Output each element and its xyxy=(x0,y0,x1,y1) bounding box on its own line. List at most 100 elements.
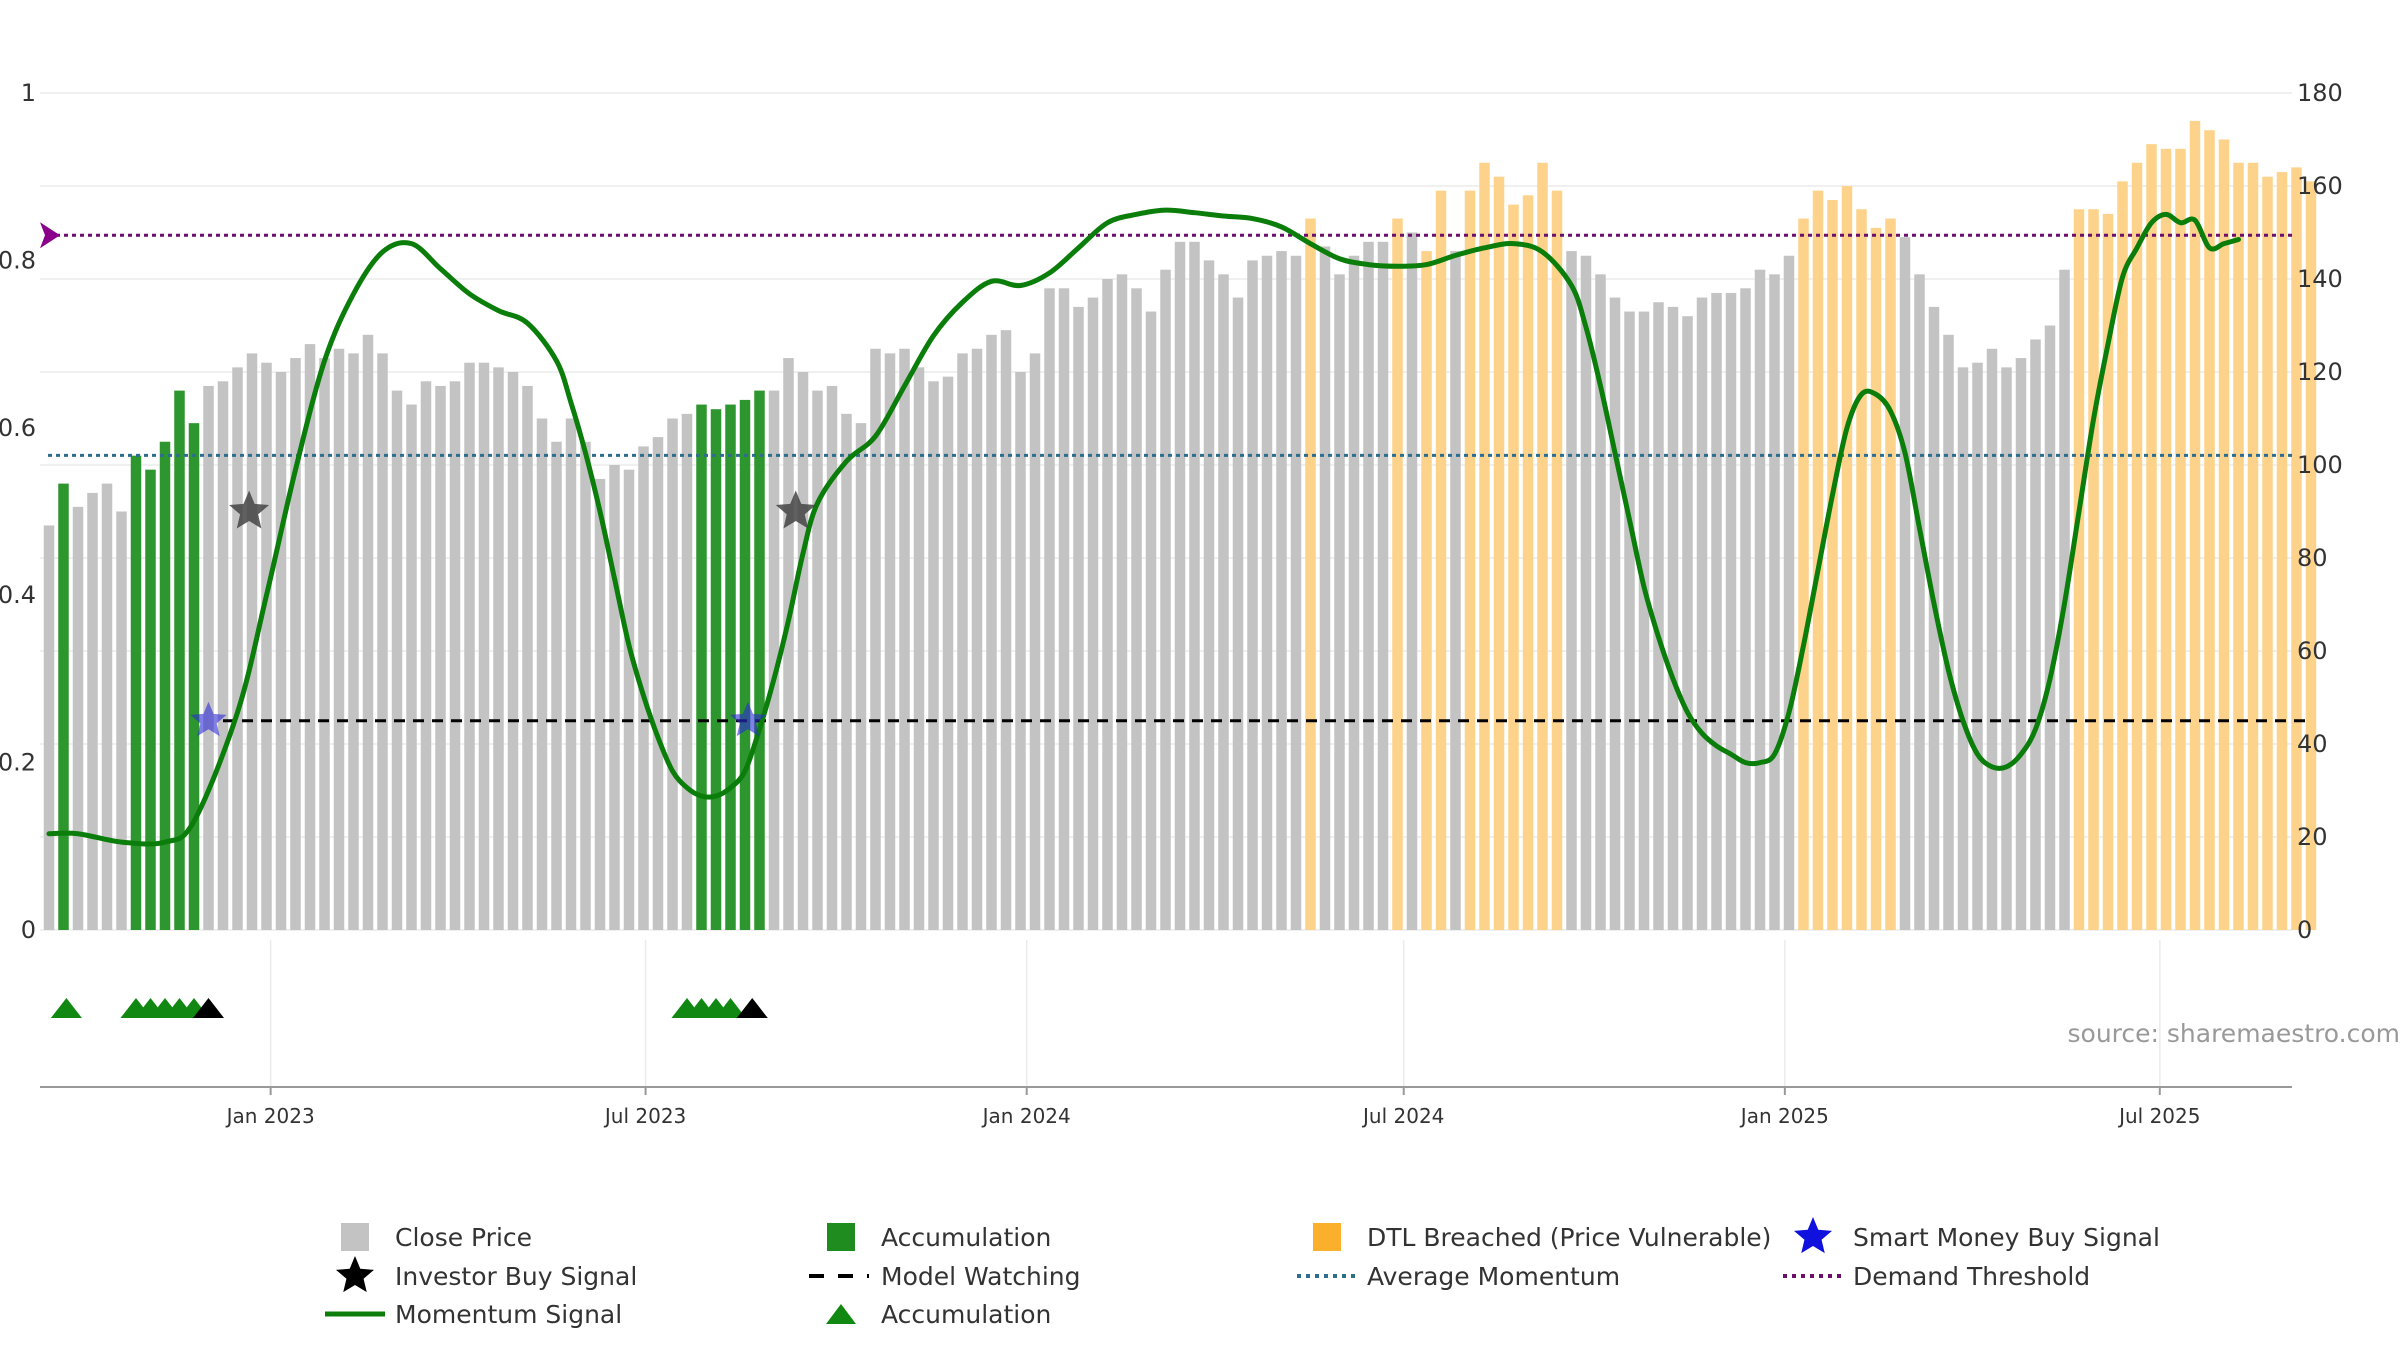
legend-smart-money-buy-signal: Smart Money Buy Signal xyxy=(1793,1217,2160,1254)
bar-accumulation-7 xyxy=(145,469,156,930)
bar-close-94 xyxy=(1406,232,1418,930)
bar-close-64 xyxy=(971,348,983,930)
bar-dtl-121 xyxy=(1798,218,1809,931)
bar-close-43 xyxy=(667,418,678,930)
bar-close-120 xyxy=(1783,255,1795,930)
bar-close-72 xyxy=(1087,297,1099,931)
right-tick-label: 0 xyxy=(2297,916,2312,944)
bar-close-32 xyxy=(507,372,519,930)
legend-accumulation-label: Accumulation xyxy=(881,1223,1051,1252)
bar-close-128 xyxy=(1899,237,1911,930)
bar-close-83 xyxy=(1247,260,1258,930)
bar-close-0 xyxy=(43,525,55,930)
bar-close-52 xyxy=(797,372,809,930)
left-tick-label: 0.8 xyxy=(0,246,36,274)
bar-dtl-144 xyxy=(2131,162,2143,930)
bar-close-57 xyxy=(870,348,881,930)
right-tick-label: 180 xyxy=(2297,79,2343,107)
date-tick-label: Jul 2025 xyxy=(2117,1104,2200,1128)
smart-money-star-1 xyxy=(729,701,766,737)
legend-smart-money-buy-signal-icon xyxy=(1793,1217,1833,1254)
bar-accumulation-6 xyxy=(130,455,142,930)
right-tick-label: 60 xyxy=(2297,637,2328,665)
bar-close-34 xyxy=(536,418,548,930)
accumulation-black-triangle-0 xyxy=(193,998,224,1018)
bar-dtl-155 xyxy=(2291,167,2302,930)
bar-dtl-140 xyxy=(2073,209,2085,930)
right-tick-label: 80 xyxy=(2297,544,2328,572)
bar-dtl-154 xyxy=(2276,172,2288,931)
bar-close-27 xyxy=(435,385,446,930)
bar-close-63 xyxy=(957,353,968,930)
bar-close-22 xyxy=(362,334,374,930)
bar-dtl-152 xyxy=(2247,162,2259,930)
bar-close-38 xyxy=(594,478,606,930)
bar-close-14 xyxy=(246,353,258,930)
bar-close-137 xyxy=(2030,339,2041,930)
left-tick-label: 1 xyxy=(21,79,36,107)
bar-close-29 xyxy=(464,362,475,930)
bar-close-90 xyxy=(1348,255,1360,930)
bar-close-119 xyxy=(1769,274,1780,931)
bar-close-106 xyxy=(1580,255,1592,930)
bar-close-77 xyxy=(1160,269,1171,930)
bar-close-62 xyxy=(942,376,954,930)
bar-close-84 xyxy=(1261,255,1273,930)
bar-dtl-143 xyxy=(2117,181,2128,931)
bar-close-16 xyxy=(275,372,287,930)
bar-close-117 xyxy=(1740,288,1751,930)
bar-close-135 xyxy=(2001,367,2012,931)
bar-close-74 xyxy=(1116,274,1128,931)
bar-close-82 xyxy=(1232,297,1244,931)
bar-close-111 xyxy=(1653,302,1664,930)
demand-threshold-marker xyxy=(40,222,60,249)
right-tick-label: 120 xyxy=(2297,358,2343,386)
bar-close-37 xyxy=(580,441,591,930)
bar-close-112 xyxy=(1667,306,1679,930)
bar-dtl-102 xyxy=(1522,195,1534,931)
bar-dtl-149 xyxy=(2204,130,2215,930)
bar-dtl-99 xyxy=(1479,162,1490,930)
bar-dtl-125 xyxy=(1856,209,1867,930)
bar-close-66 xyxy=(1000,330,1012,930)
bar-dtl-87 xyxy=(1305,218,1316,931)
bar-close-68 xyxy=(1029,353,1041,930)
bar-close-18 xyxy=(304,344,316,931)
bar-close-65 xyxy=(986,334,997,930)
bar-close-78 xyxy=(1174,241,1186,931)
legend-average-momentum: Average Momentum xyxy=(1297,1262,1620,1291)
bar-dtl-148 xyxy=(2189,120,2201,930)
bar-close-40 xyxy=(623,469,635,930)
bar-close-130 xyxy=(1928,306,1940,930)
bar-dtl-124 xyxy=(1841,186,1853,930)
bar-dtl-145 xyxy=(2146,144,2157,930)
bar-close-86 xyxy=(1290,255,1302,930)
left-tick-label: 0 xyxy=(21,916,36,944)
legend-accumulation: Accumulation xyxy=(827,1223,1051,1252)
right-tick-label: 40 xyxy=(2297,730,2328,758)
bar-close-26 xyxy=(420,381,432,930)
bar-accumulation-46 xyxy=(710,409,722,930)
close-price-bars xyxy=(43,120,2317,931)
bar-close-61 xyxy=(928,381,939,930)
bar-close-23 xyxy=(377,353,388,930)
bar-close-4 xyxy=(101,483,113,930)
legend-investor-buy-signal-icon xyxy=(335,1256,375,1293)
accumulation-triangle-9 xyxy=(715,998,746,1018)
date-tick-label: Jan 2023 xyxy=(225,1104,315,1128)
bar-accumulation-48 xyxy=(739,399,751,930)
bar-dtl-153 xyxy=(2262,176,2273,930)
left-tick-label: 0.2 xyxy=(0,749,36,777)
bar-close-12 xyxy=(217,381,229,930)
bar-dtl-126 xyxy=(1870,227,1882,931)
bar-close-20 xyxy=(333,348,345,930)
bar-close-70 xyxy=(1058,288,1070,930)
bar-close-5 xyxy=(116,511,127,930)
legend-model-watching-label: Model Watching xyxy=(881,1262,1081,1291)
bar-close-42 xyxy=(652,437,664,930)
date-tick-label: Jul 2024 xyxy=(1361,1104,1444,1128)
bar-close-15 xyxy=(261,362,272,930)
legend-close-price-label: Close Price xyxy=(395,1223,532,1252)
accumulation-black-triangle-1 xyxy=(736,998,768,1018)
left-tick-label: 0.6 xyxy=(0,414,36,442)
